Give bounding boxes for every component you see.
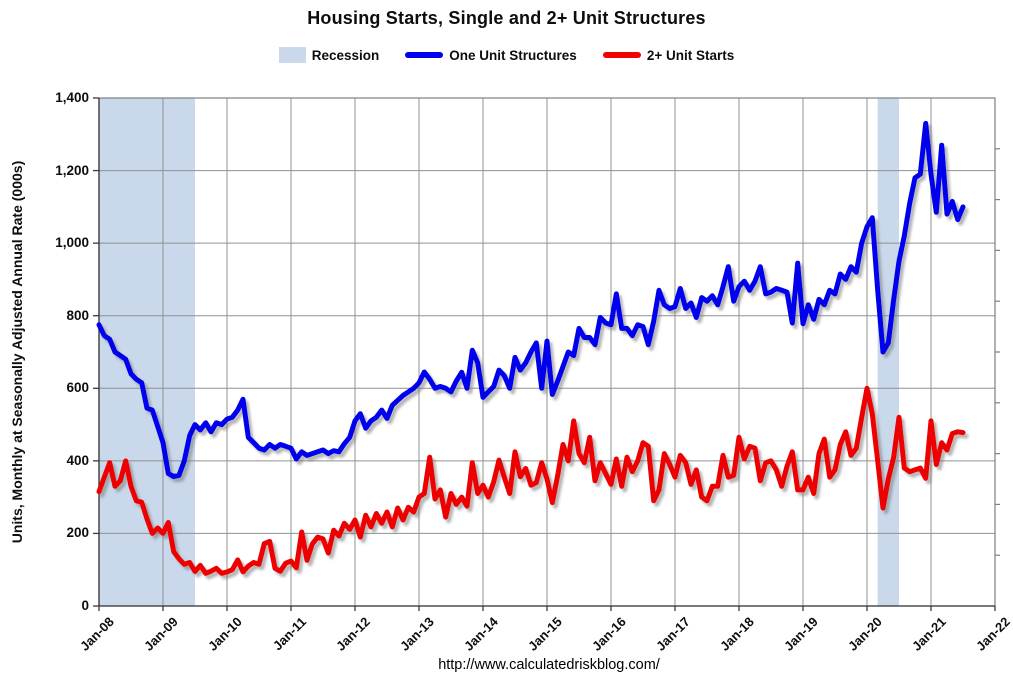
y-tick-label: 400 (66, 452, 89, 468)
legend: Recession One Unit Structures 2+ Unit St… (0, 47, 1013, 63)
recession-swatch-icon (278, 47, 306, 63)
one-unit-structures-line (96, 120, 966, 479)
y-tick-label: 1,000 (55, 235, 89, 251)
legend-label-two-plus: 2+ Unit Starts (646, 47, 735, 63)
legend-label-recession: Recession (311, 47, 380, 63)
recession-band (877, 98, 899, 606)
y-tick-label: 1,200 (55, 162, 89, 178)
two-plus-unit-starts-line (96, 385, 966, 576)
legend-label-one-unit: One Unit Structures (449, 47, 577, 63)
y-tick-label: 1,400 (55, 90, 89, 105)
source-url: http://www.calculatedriskblog.com/ (438, 657, 660, 673)
one-unit-line-swatch-icon (405, 52, 444, 58)
legend-item-one-unit: One Unit Structures (405, 48, 577, 63)
legend-item-two-plus: 2+ Unit Starts (602, 47, 735, 63)
y-tick-label: 0 (81, 598, 89, 613)
two-plus-line-swatch-icon (602, 52, 641, 58)
legend-item-recession: Recession (278, 47, 380, 63)
y-tick-label: 800 (66, 307, 89, 323)
y-tick-label: 200 (66, 525, 89, 541)
chart-title: Housing Starts, Single and 2+ Unit Struc… (307, 8, 706, 28)
y-tick-label: 600 (66, 380, 89, 396)
